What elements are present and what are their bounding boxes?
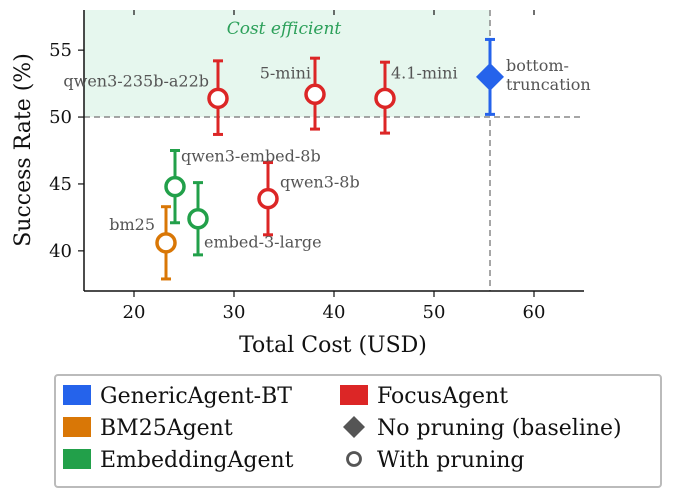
data-point-circle: [257, 187, 279, 210]
legend-swatch: [63, 417, 91, 437]
y-tick-label: 50: [49, 107, 72, 128]
y-tick-label: 55: [49, 40, 72, 61]
point-label: 5-mini: [260, 63, 311, 82]
legend-swatch: [63, 449, 91, 469]
y-tick-label: 45: [49, 174, 72, 195]
data-point-circle: [155, 232, 177, 254]
legend-swatch: [63, 385, 91, 405]
legend-label: No pruning (baseline): [377, 416, 622, 441]
data-point-circle: [304, 83, 326, 106]
legend-label: FocusAgent: [377, 384, 508, 409]
data-point-circle: [164, 175, 186, 198]
region-label: Cost efficient: [227, 19, 342, 39]
legend-swatch: [340, 385, 368, 405]
legend-label: With pruning: [377, 448, 525, 473]
x-tick-label: 40: [323, 302, 346, 323]
y-axis-title: Success Rate (%): [11, 53, 36, 247]
data-point-circle: [374, 87, 396, 110]
x-tick-label: 30: [223, 302, 246, 323]
legend-label: GenericAgent-BT: [100, 384, 292, 409]
point-label: qwen3-8b: [280, 173, 360, 192]
point-label: bm25: [109, 215, 155, 234]
legend-diamond-icon: [343, 416, 365, 438]
point-label: qwen3-235b-a22b: [63, 71, 209, 90]
legend-label: EmbeddingAgent: [100, 448, 294, 473]
point-label: 4.1-mini: [391, 63, 458, 82]
y-tick-label: 40: [49, 241, 72, 262]
cost-efficient-region: [84, 10, 490, 118]
data-point-circle: [187, 207, 209, 230]
legend-circle-icon: [346, 451, 362, 467]
point-label: qwen3-embed-8b: [181, 147, 321, 166]
x-tick-label: 60: [523, 302, 546, 323]
data-point-diamond: [476, 62, 504, 91]
point-label: embed-3-large: [204, 233, 322, 252]
legend-label: BM25Agent: [100, 416, 233, 441]
x-tick-label: 20: [123, 302, 146, 323]
data-point-circle: [207, 87, 229, 110]
x-tick-label: 50: [423, 302, 446, 323]
x-axis-title: Total Cost (USD): [239, 333, 427, 358]
point-label: bottom-truncation: [506, 56, 591, 94]
